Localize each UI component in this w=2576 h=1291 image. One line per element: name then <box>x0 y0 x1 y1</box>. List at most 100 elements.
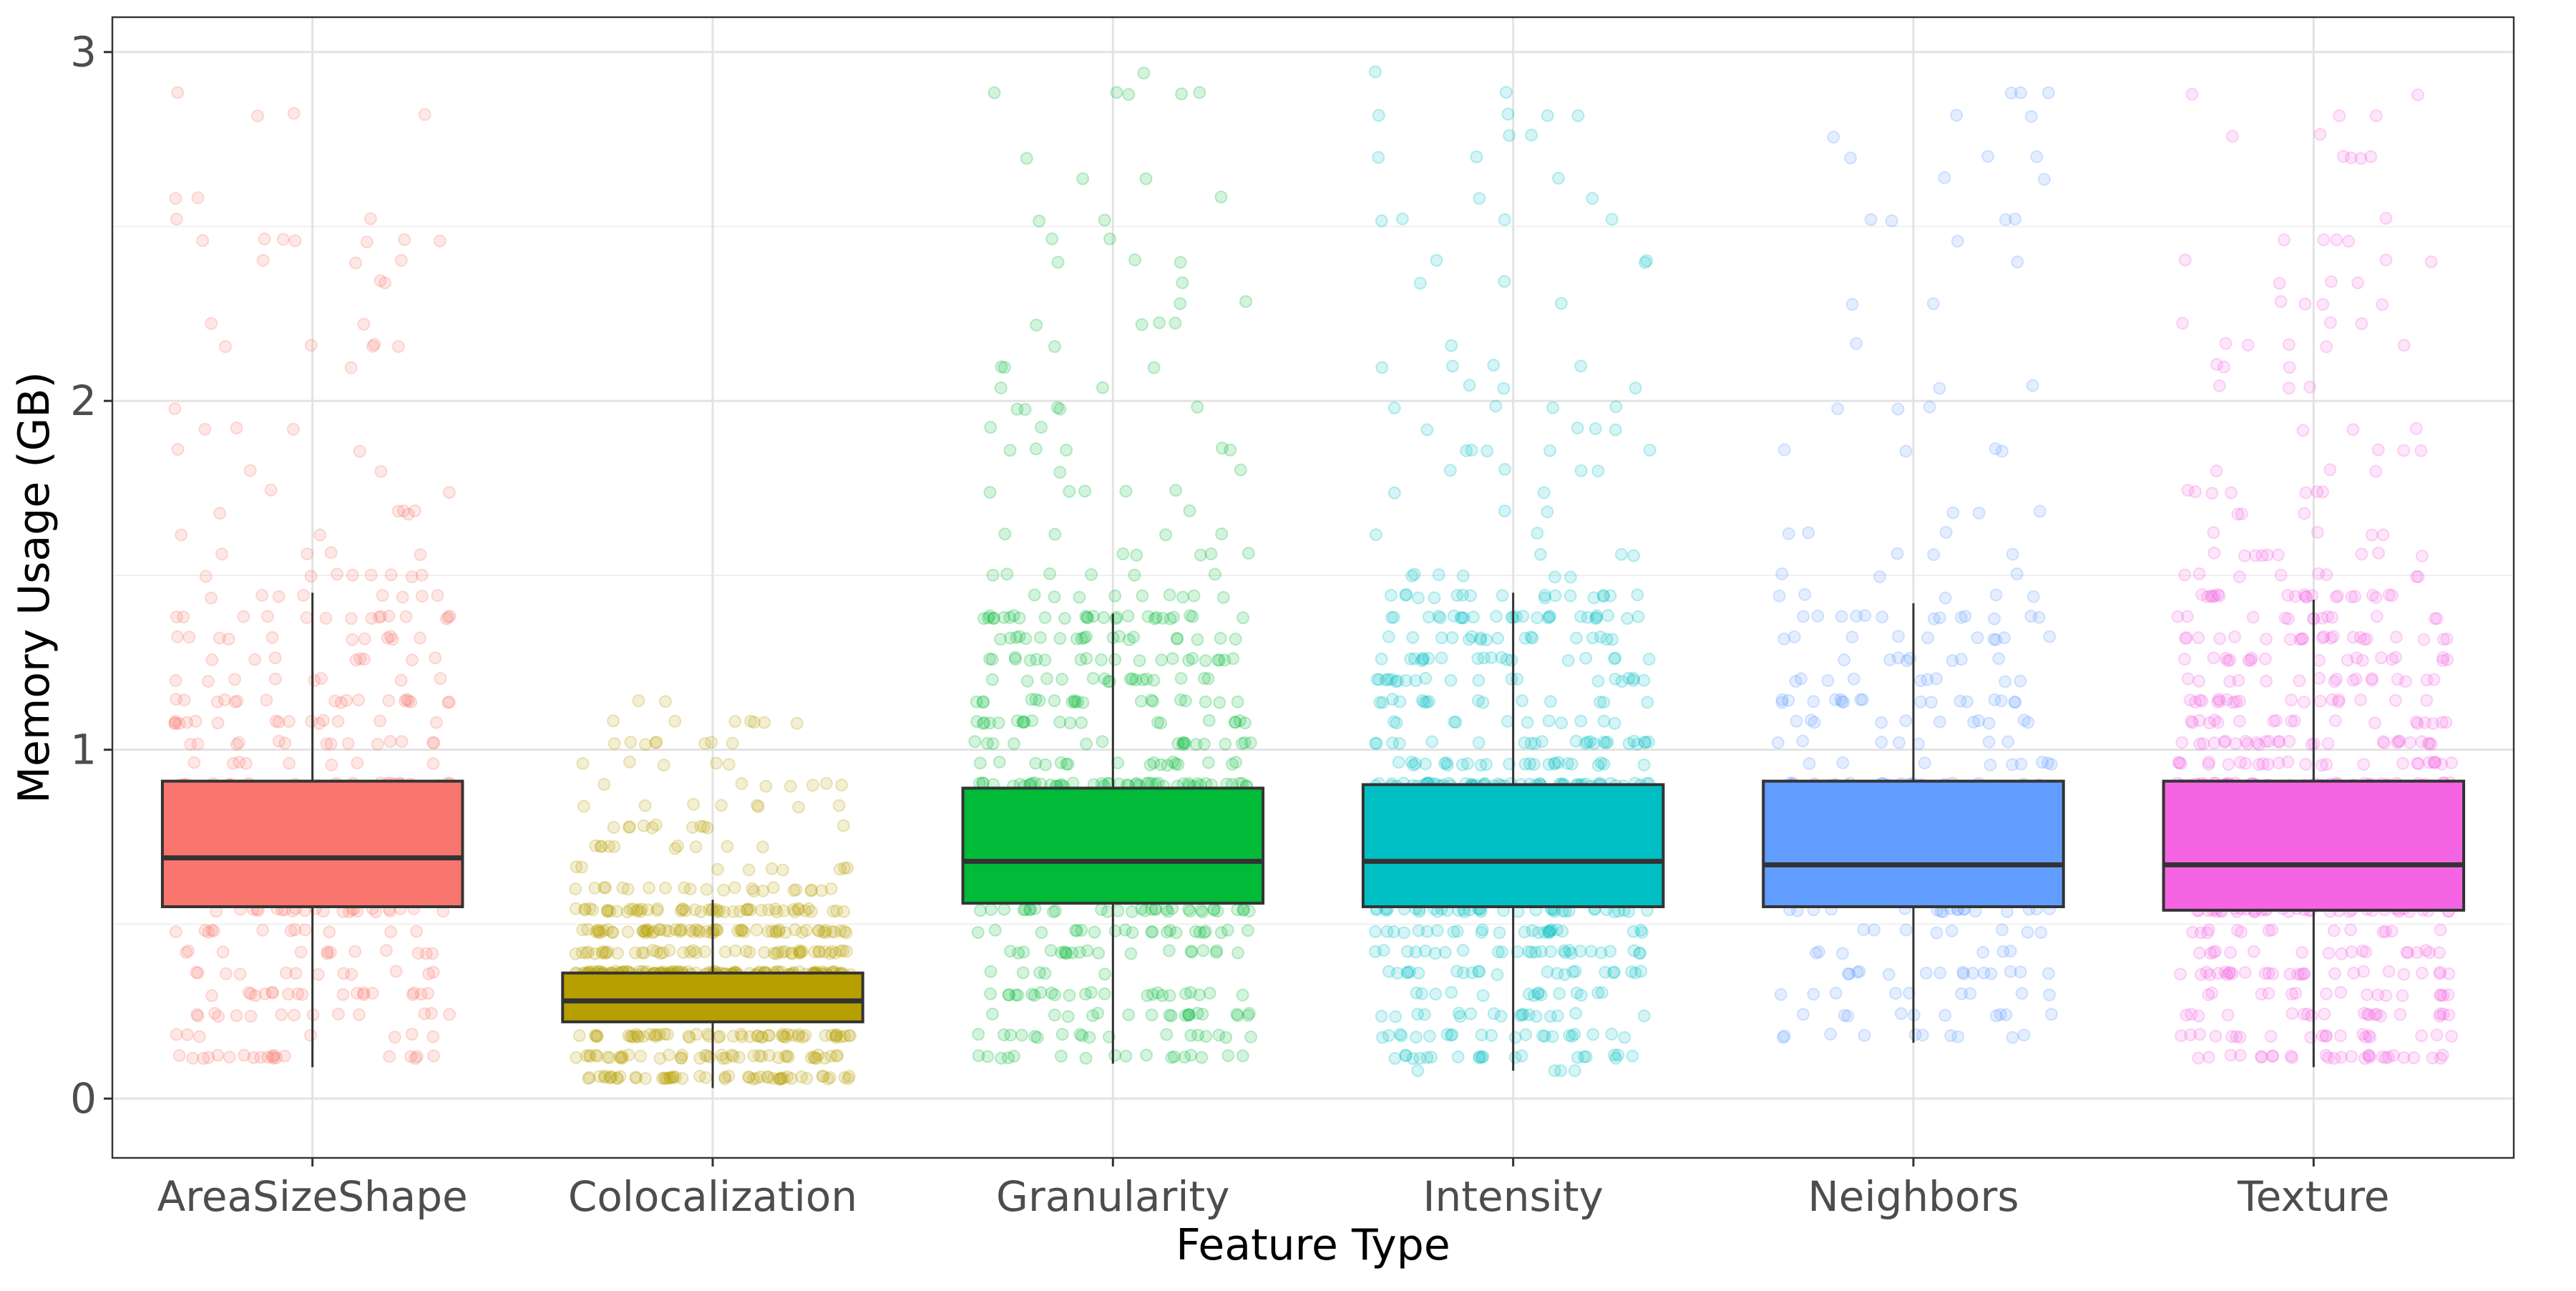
data-point <box>1425 735 1439 749</box>
data-point <box>1621 612 1634 625</box>
data-point <box>984 965 997 978</box>
data-point <box>789 923 801 937</box>
data-point <box>168 716 182 730</box>
data-point <box>792 800 805 814</box>
data-point <box>1215 527 1229 541</box>
data-point <box>1552 172 1565 185</box>
data-point <box>364 212 377 225</box>
data-point <box>1236 611 1250 625</box>
data-point <box>1387 486 1401 500</box>
data-point <box>1236 1049 1249 1063</box>
data-point <box>808 1051 821 1065</box>
data-point <box>2266 1049 2280 1063</box>
data-point <box>781 1049 794 1063</box>
data-point <box>1938 1008 1952 1022</box>
x-tick-label: Texture <box>2237 1172 2389 1221</box>
data-point <box>2305 738 2318 751</box>
data-point <box>666 1070 680 1083</box>
data-point <box>1841 1009 1855 1023</box>
data-point <box>2313 653 2326 667</box>
data-point <box>750 1071 763 1085</box>
data-point <box>1475 1051 1488 1064</box>
data-point <box>1176 590 1189 604</box>
data-point <box>1444 673 1458 687</box>
data-point <box>1498 505 1511 517</box>
data-point <box>441 696 455 709</box>
data-point <box>2311 525 2324 539</box>
data-point <box>205 653 219 666</box>
data-point <box>819 1028 832 1042</box>
data-point <box>770 947 784 960</box>
data-point <box>2247 945 2260 958</box>
data-point <box>973 756 987 770</box>
data-point <box>324 945 337 959</box>
data-point <box>1145 925 1158 938</box>
data-point <box>2415 550 2429 562</box>
data-point <box>1568 1064 1581 1078</box>
data-point <box>733 924 747 937</box>
data-point <box>1184 905 1197 918</box>
data-point <box>2434 1007 2447 1020</box>
data-point <box>825 945 839 958</box>
data-point <box>1139 172 1153 185</box>
data-point <box>775 1071 789 1085</box>
data-point <box>683 1031 696 1044</box>
data-point <box>1033 966 1047 979</box>
data-point <box>2255 1050 2268 1063</box>
data-point <box>211 1048 225 1062</box>
data-point <box>1145 693 1158 707</box>
data-point <box>426 757 440 771</box>
data-point <box>992 755 1006 769</box>
data-point <box>391 340 405 354</box>
data-point <box>795 1070 809 1083</box>
data-point <box>1802 757 1816 770</box>
data-point <box>717 883 731 897</box>
data-point <box>700 882 713 896</box>
data-point <box>1944 1029 1958 1043</box>
data-point <box>750 923 763 937</box>
data-point <box>1369 925 1382 938</box>
data-point <box>728 715 742 729</box>
data-point <box>1491 631 1505 645</box>
data-point <box>1191 400 1204 414</box>
data-point <box>386 633 399 646</box>
data-point <box>1987 633 2001 646</box>
data-point <box>639 738 652 751</box>
data-point <box>1121 609 1135 623</box>
data-point <box>1480 444 1494 458</box>
data-point <box>636 925 650 937</box>
data-point <box>382 694 396 707</box>
data-point <box>2285 693 2298 707</box>
data-point <box>328 694 342 708</box>
data-point <box>755 904 768 917</box>
data-point <box>443 610 457 623</box>
data-point <box>2285 1051 2299 1064</box>
data-point <box>2355 547 2368 561</box>
data-point <box>1500 86 1513 99</box>
data-point <box>1085 567 1098 581</box>
data-point <box>418 108 431 121</box>
data-point <box>272 590 286 603</box>
data-point <box>2235 507 2248 521</box>
data-point <box>599 945 613 959</box>
box-iqr <box>160 779 464 909</box>
data-point <box>1409 945 1423 959</box>
data-point <box>1541 965 1554 978</box>
data-point <box>1641 735 1655 749</box>
data-point <box>2185 87 2199 101</box>
data-point <box>1543 695 1557 708</box>
data-point <box>2004 87 2018 99</box>
data-point <box>596 945 610 958</box>
data-point <box>441 610 455 624</box>
data-point <box>639 926 653 940</box>
data-point <box>678 881 691 895</box>
data-point <box>1535 735 1548 749</box>
data-point <box>1984 759 1997 771</box>
data-point <box>1086 1009 1099 1023</box>
data-point <box>2218 736 2231 749</box>
data-point <box>1542 926 1556 940</box>
data-point <box>711 862 724 876</box>
data-point <box>399 610 413 623</box>
data-point <box>1440 759 1454 772</box>
data-point <box>1485 651 1498 664</box>
